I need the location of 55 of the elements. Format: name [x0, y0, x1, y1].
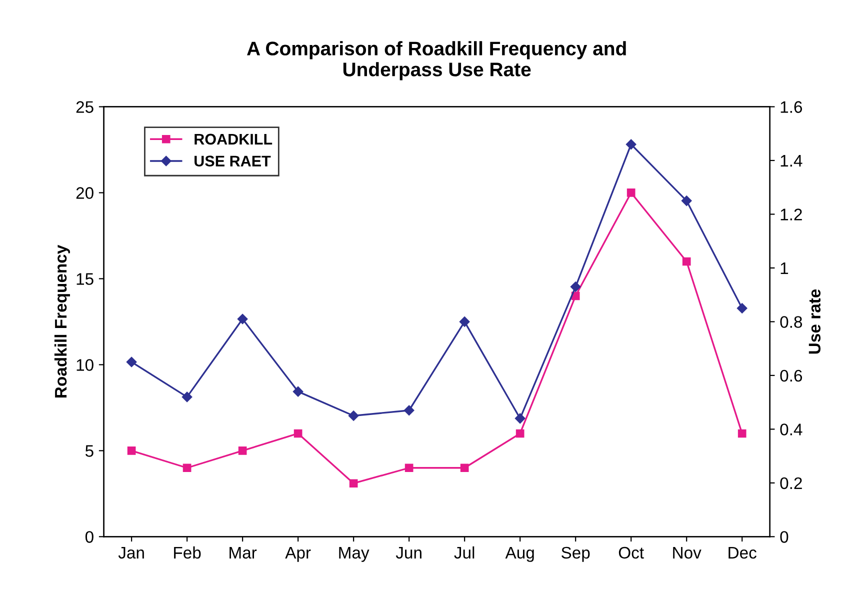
y2-tick-label: 0.6 — [780, 370, 802, 382]
x-tick-label: Jul — [454, 546, 474, 559]
point — [237, 314, 248, 324]
point — [681, 196, 692, 206]
point — [238, 446, 247, 455]
point — [348, 410, 359, 421]
x-tick-label: Jun — [396, 547, 422, 559]
point — [182, 392, 192, 402]
point — [738, 429, 746, 438]
y2-tick-label: 1.6 — [780, 101, 802, 113]
point — [182, 464, 192, 472]
legend-label: USE RAET — [194, 156, 271, 166]
y-tick-label: 20 — [76, 187, 94, 199]
y-axis-title: Roadkill Frequency — [54, 244, 70, 398]
x-tick-label: May — [339, 547, 370, 562]
x-tick-label: Feb — [174, 546, 201, 559]
x-tick-label: Mar — [230, 547, 257, 559]
y2-tick-label: 0.2 — [780, 477, 802, 490]
point — [736, 303, 748, 314]
y2-tick-label: 1 — [780, 262, 788, 274]
y2-axis-title: Use rate — [808, 289, 821, 354]
point — [459, 316, 470, 327]
y2-tick-label: 0 — [780, 531, 788, 543]
x-tick-label: Sep — [562, 546, 590, 562]
y-tick-label: 25 — [76, 101, 94, 113]
point — [404, 405, 414, 416]
y-tick-label: 5 — [85, 445, 94, 457]
point — [292, 386, 304, 397]
point — [514, 413, 526, 424]
y2-tick-label: 1.2 — [780, 208, 802, 220]
y-tick-label: 10 — [76, 359, 94, 371]
x-tick-label: Dec — [728, 547, 756, 559]
y2-tick-label: 1.4 — [780, 155, 802, 167]
x-tick-label: Jan — [118, 547, 144, 559]
point — [516, 429, 524, 438]
legend-label: ROADKILL — [194, 134, 272, 145]
point — [626, 139, 636, 150]
y2-tick-label: 0.8 — [780, 316, 802, 328]
chart-title: A Comparison of Roadkill Frequency and Underpass Use Rate — [246, 41, 626, 80]
point — [460, 464, 469, 472]
x-tick-label: Oct — [618, 546, 644, 559]
point — [294, 429, 302, 438]
y-tick-label: 15 — [76, 273, 94, 285]
y2-tick-label: 0.4 — [780, 424, 802, 436]
x-tick-label: Aug — [505, 547, 534, 562]
x-tick-label: Nov — [673, 547, 702, 559]
y-tick-label: 0 — [85, 531, 94, 543]
point — [626, 188, 636, 197]
point — [127, 446, 136, 455]
x-tick-label: Apr — [285, 547, 311, 562]
point — [404, 464, 414, 472]
point — [126, 356, 137, 368]
point — [682, 257, 691, 266]
point — [349, 479, 358, 488]
point — [570, 282, 581, 292]
